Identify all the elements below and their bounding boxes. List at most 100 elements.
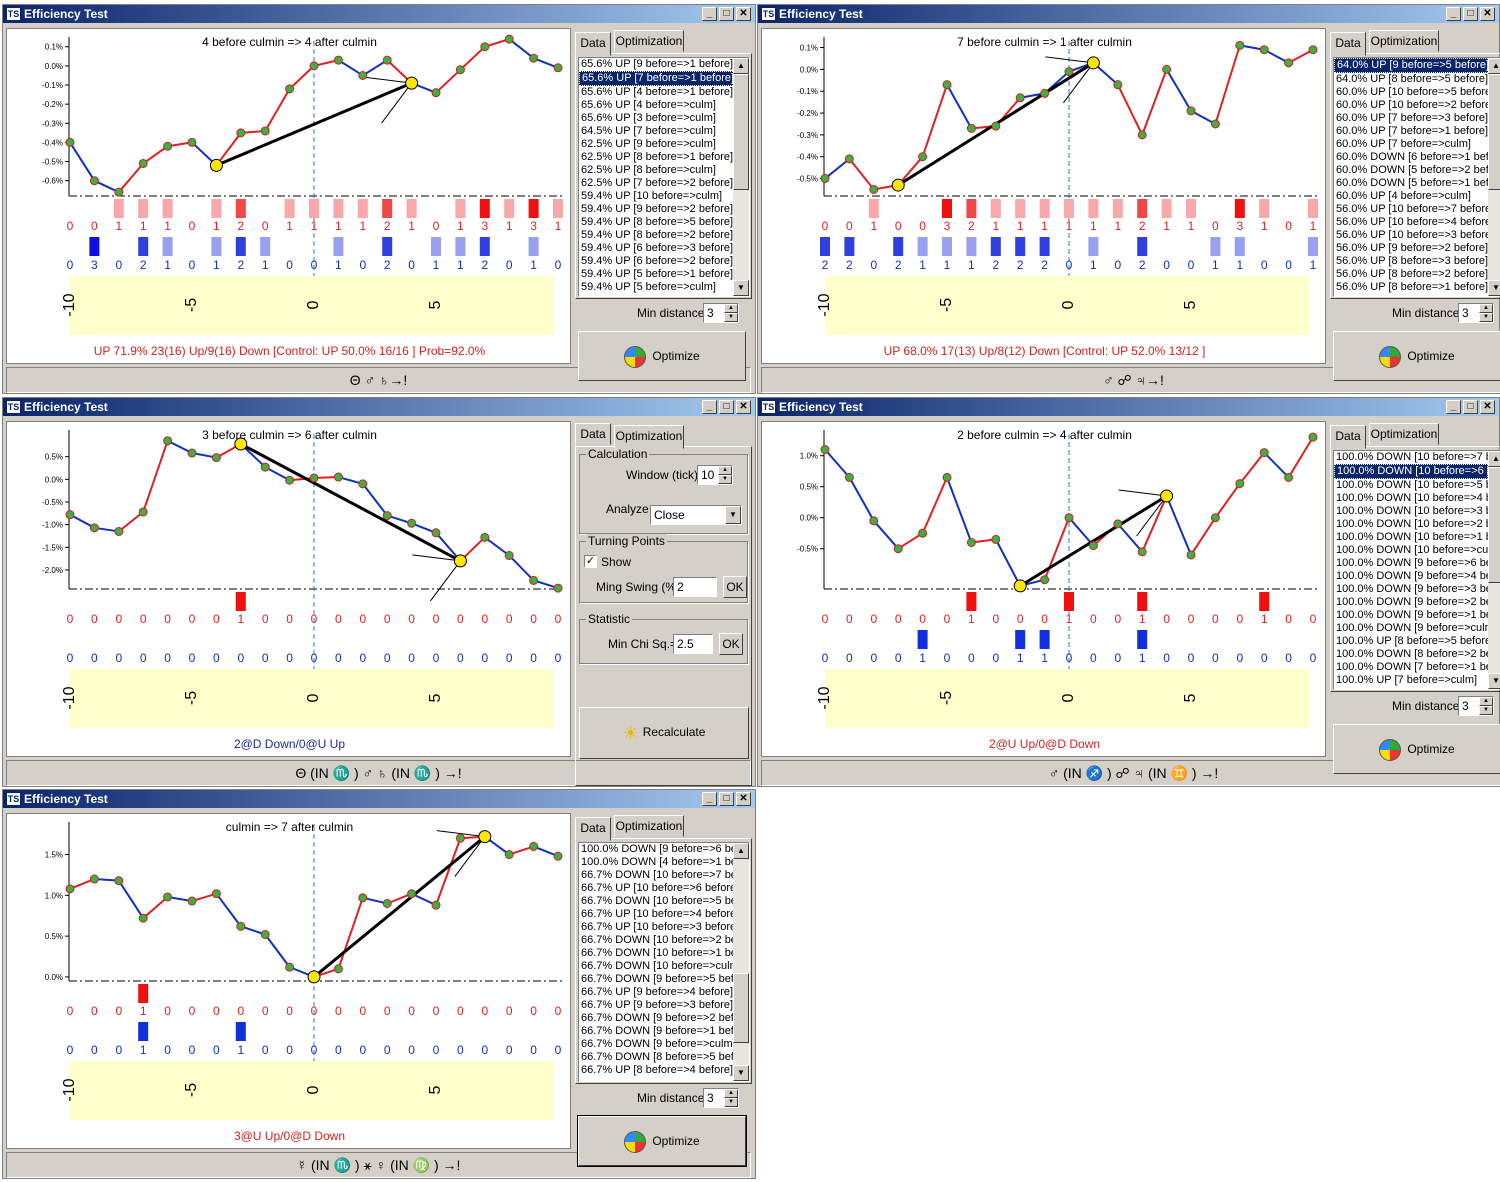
result-list-item[interactable]: 60.0% DOWN [5 before=>2 bef <box>1336 164 1488 176</box>
result-list-item[interactable]: 66.7% DOWN [10 before=>2 be <box>581 934 733 946</box>
result-list-item[interactable]: 59.4% UP [9 before=>2 before] <box>581 203 733 215</box>
title-bar[interactable]: TS Efficiency Test _ □ ✕ <box>758 398 1499 416</box>
result-list-item[interactable]: 66.7% DOWN [8 before=>5 bef <box>581 1051 733 1063</box>
result-list-item[interactable]: 59.4% UP [8 before=>5 before] <box>581 216 733 228</box>
title-bar[interactable]: TS Efficiency Test _ □ ✕ <box>3 790 755 808</box>
result-list-item[interactable]: 60.0% UP [10 before=>5 before <box>1336 86 1488 98</box>
result-list-item[interactable]: 100.0% DOWN [4 before=>1 be <box>581 856 733 868</box>
result-list-item[interactable]: 65.6% UP [3 before=>culm] <box>581 112 716 124</box>
result-list-item[interactable]: 60.0% UP [4 before=>culm] <box>1336 190 1471 202</box>
spin-down-icon[interactable]: ▼ <box>724 313 738 322</box>
result-list-item[interactable]: 100.0% DOWN [9 before=>6 be <box>1336 557 1488 569</box>
optimize-button[interactable]: Optimize <box>578 331 746 381</box>
result-list-item[interactable]: 65.6% UP [7 before=>1 before] <box>579 71 733 86</box>
result-list-item[interactable]: 66.7% UP [9 before=>4 before] <box>581 986 733 998</box>
result-list-item[interactable]: 56.0% UP [9 before=>2 before] <box>1336 242 1488 254</box>
result-list-item[interactable]: 100.0% DOWN [8 before=>2 be <box>1336 648 1488 660</box>
result-list-item[interactable]: 100.0% UP [7 before=>culm] <box>1336 674 1478 686</box>
result-list-item[interactable]: 56.0% UP [10 before=>7 before <box>1336 203 1488 215</box>
result-list-item[interactable]: 100.0% DOWN [9 before=>4 be <box>1336 570 1488 582</box>
close-button[interactable]: ✕ <box>1480 7 1495 21</box>
result-list-item[interactable]: 62.5% UP [8 before=>culm] <box>581 164 716 176</box>
result-list-item[interactable]: 66.7% DOWN [10 before=>1 be <box>581 947 733 959</box>
close-button[interactable]: ✕ <box>1480 400 1495 414</box>
minimize-button[interactable]: _ <box>702 7 717 21</box>
spin-up-icon[interactable]: ▲ <box>724 1089 738 1098</box>
result-list-item[interactable]: 59.4% UP [6 before=>3 before] <box>581 242 733 254</box>
scroll-thumb[interactable] <box>733 973 749 1043</box>
close-button[interactable]: ✕ <box>736 7 751 21</box>
minimize-button[interactable]: _ <box>702 792 717 806</box>
result-list-item[interactable]: 100.0% DOWN [10 before=>2 b <box>1336 518 1488 530</box>
result-list-item[interactable]: 65.6% UP [4 before=>1 before] <box>581 86 733 98</box>
maximize-button[interactable]: □ <box>719 792 734 806</box>
result-list-item[interactable]: 100.0% DOWN [9 before=>3 be <box>1336 583 1488 595</box>
list-scrollbar[interactable]: ▲ ▼ <box>1488 451 1500 689</box>
scroll-thumb[interactable] <box>1488 467 1500 583</box>
tab-optimization[interactable]: Optimization <box>1369 30 1439 52</box>
maximize-button[interactable]: □ <box>719 400 734 414</box>
result-list-item[interactable]: 100.0% DOWN [7 before=>1 be <box>1336 661 1488 673</box>
optimize-button[interactable]: Optimize <box>1333 331 1500 381</box>
result-list-item[interactable]: 66.7% DOWN [9 before=>culm] <box>581 1038 733 1050</box>
result-list-item[interactable]: 56.0% UP [10 before=>4 before <box>1336 216 1488 228</box>
tab-data[interactable]: Data <box>1330 32 1366 56</box>
result-list-item[interactable]: 60.0% UP [10 before=>2 before <box>1336 99 1488 111</box>
result-list-item[interactable]: 66.7% DOWN [9 before=>5 bef <box>581 973 733 985</box>
tab-optimization[interactable]: Optimization <box>614 815 684 837</box>
list-scrollbar[interactable]: ▲ ▼ <box>733 58 749 296</box>
scroll-down-arrow-icon[interactable]: ▼ <box>733 1065 749 1081</box>
result-list-item[interactable]: 59.4% UP [5 before=>culm] <box>581 281 716 293</box>
scroll-down-arrow-icon[interactable]: ▼ <box>733 280 749 296</box>
result-list-item[interactable]: 66.7% DOWN [10 before=>5 be <box>581 895 733 907</box>
result-list-item[interactable]: 60.0% UP [7 before=>1 before] <box>1336 125 1488 137</box>
close-button[interactable]: ✕ <box>736 400 751 414</box>
tab-optimization[interactable]: Optimization <box>1369 423 1439 445</box>
scroll-down-arrow-icon[interactable]: ▼ <box>1488 673 1500 689</box>
result-list-item[interactable]: 100.0% DOWN [10 before=>6 b <box>1334 464 1488 479</box>
result-list-item[interactable]: 100.0% DOWN [10 before=>1 b <box>1336 531 1488 543</box>
close-button[interactable]: ✕ <box>736 792 751 806</box>
maximize-button[interactable]: □ <box>1463 400 1478 414</box>
spin-up-icon[interactable]: ▲ <box>1479 304 1493 313</box>
result-list-item[interactable]: 60.0% DOWN [5 before=>1 bef <box>1336 177 1488 189</box>
result-list-item[interactable]: 62.5% UP [9 before=>culm] <box>581 138 716 150</box>
results-list[interactable]: 65.6% UP [9 before=>1 before] 65.6% UP [7… <box>578 57 750 297</box>
spin-down-icon[interactable]: ▼ <box>718 475 732 484</box>
result-list-item[interactable]: 60.0% UP [7 before=>culm] <box>1336 138 1471 150</box>
result-list-item[interactable]: 100.0% DOWN [9 before=>1 be <box>1336 609 1488 621</box>
scroll-down-arrow-icon[interactable]: ▼ <box>1488 280 1500 296</box>
result-list-item[interactable]: 59.4% UP [6 before=>2 before] <box>581 255 733 267</box>
chevron-down-icon[interactable]: ▼ <box>725 506 741 524</box>
tab-data[interactable]: Data <box>1330 425 1366 449</box>
spin-down-icon[interactable]: ▼ <box>724 1098 738 1107</box>
spin-down-icon[interactable]: ▼ <box>1479 706 1493 715</box>
tab-data[interactable]: Data <box>575 817 611 841</box>
result-list-item[interactable]: 56.0% UP [10 before=>3 before <box>1336 229 1488 241</box>
window-tick-spinner[interactable]: 10 ▲ ▼ <box>697 465 733 485</box>
ming-swing-ok-button[interactable]: OK <box>723 576 747 598</box>
result-list-item[interactable]: 66.7% UP [10 before=>4 before <box>581 908 733 920</box>
results-list[interactable]: 100.0% DOWN [10 before=>7 b 100.0% DOWN [… <box>1333 450 1500 690</box>
result-list-item[interactable]: 56.0% UP [8 before=>1 before] <box>1336 281 1488 293</box>
result-list-item[interactable]: 60.0% UP [7 before=>3 before] <box>1336 112 1488 124</box>
result-list-item[interactable]: 66.7% UP [10 before=>6 before <box>581 882 733 894</box>
min-distance-spinner[interactable]: 3 ▲ ▼ <box>1458 696 1494 716</box>
tab-data[interactable]: Data <box>575 423 611 445</box>
min-distance-spinner[interactable]: 3 ▲ ▼ <box>1458 303 1494 323</box>
result-list-item[interactable]: 59.4% UP [8 before=>2 before] <box>581 229 733 241</box>
result-list-item[interactable]: 100.0% DOWN [9 before=>6 be <box>581 843 733 855</box>
title-bar[interactable]: TS Efficiency Test _ □ ✕ <box>758 5 1499 23</box>
tab-data[interactable]: Data <box>575 32 611 56</box>
result-list-item[interactable]: 100.0% DOWN [10 before=>4 b <box>1336 492 1488 504</box>
result-list-item[interactable]: 100.0% DOWN [10 before=>7 b <box>1336 451 1488 463</box>
scroll-up-arrow-icon[interactable]: ▲ <box>1488 451 1500 467</box>
scroll-thumb[interactable] <box>733 74 749 190</box>
result-list-item[interactable]: 60.0% DOWN [6 before=>1 bef <box>1336 151 1488 163</box>
result-list-item[interactable]: 64.0% UP [9 before=>5 before] <box>1334 58 1488 73</box>
optimize-button[interactable]: Optimize <box>577 1115 747 1167</box>
result-list-item[interactable]: 65.6% UP [9 before=>1 before] <box>581 58 733 70</box>
result-list-item[interactable]: 59.4% UP [10 before=>culm] <box>581 190 723 202</box>
recalculate-button[interactable]: ☀ Recalculate <box>579 707 749 759</box>
result-list-item[interactable]: 100.0% DOWN [10 before=>5 b <box>1336 479 1488 491</box>
